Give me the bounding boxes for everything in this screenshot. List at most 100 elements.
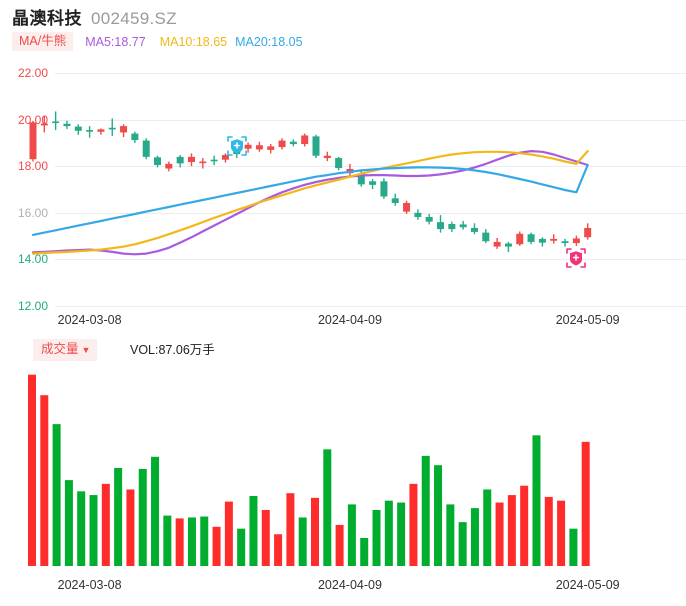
- candle-body: [154, 157, 162, 166]
- candle-body: [176, 156, 184, 164]
- volume-badge-label: 成交量: [41, 342, 79, 356]
- price-chart[interactable]: 22.00 20.00 18.00 16.00 14.00 12.00: [0, 58, 686, 313]
- volume-value-label: VOL:87.06万手: [130, 343, 215, 357]
- candle-body: [323, 155, 331, 159]
- candle-body: [380, 181, 388, 197]
- candle-body: [369, 181, 377, 185]
- volume-bar: [151, 456, 160, 566]
- bear-badge-marker[interactable]: [563, 245, 589, 271]
- candle-body: [504, 243, 512, 247]
- volume-bar: [101, 483, 110, 566]
- volume-bar: [520, 485, 529, 566]
- y-axis-label: 12.00: [18, 299, 49, 313]
- volume-chart[interactable]: [0, 366, 686, 566]
- ma-line-ma5: [31, 150, 589, 256]
- candle-body: [278, 140, 286, 148]
- volume-bar: [532, 435, 541, 566]
- x-axis-label: 2024-05-09: [555, 313, 620, 327]
- volume-bar: [77, 491, 86, 566]
- candle-body: [120, 126, 128, 133]
- price-x-axis: 2024-03-08 2024-04-09 2024-05-09: [0, 313, 686, 331]
- candle-body: [108, 127, 116, 130]
- volume-bar: [274, 534, 283, 566]
- volume-bar: [187, 517, 196, 566]
- volume-bar: [200, 516, 209, 566]
- bull-badge-marker[interactable]: [224, 133, 250, 159]
- stock-code: 002459.SZ: [91, 9, 177, 28]
- x-axis-label: 2024-04-09: [317, 313, 382, 327]
- volume-bar: [421, 455, 430, 566]
- candle-body: [550, 238, 558, 241]
- volume-bar: [175, 518, 184, 566]
- volume-bar: [409, 483, 418, 566]
- gridline: [55, 166, 686, 168]
- candle-body: [40, 123, 48, 126]
- candle-body: [29, 122, 37, 160]
- volume-bar: [163, 515, 172, 566]
- volume-bars-plot: [28, 374, 590, 566]
- candle-body: [221, 155, 229, 160]
- candle-body: [142, 140, 150, 157]
- candle-body: [301, 135, 309, 145]
- candle-body: [561, 241, 569, 244]
- volume-bar: [434, 465, 443, 566]
- volume-bar: [28, 374, 36, 566]
- volume-bar: [114, 468, 123, 566]
- volume-bar: [544, 496, 553, 566]
- volume-bar: [507, 495, 516, 566]
- volume-bar: [470, 508, 479, 566]
- volume-bar: [557, 500, 566, 566]
- candle-body: [63, 123, 71, 127]
- gridline: [55, 119, 686, 121]
- candle-body: [482, 232, 490, 242]
- volume-bar: [126, 489, 135, 566]
- volume-bar: [446, 504, 455, 566]
- candle-body: [391, 198, 399, 204]
- candle-body: [289, 141, 297, 145]
- volume-x-axis: 2024-03-08 2024-04-09 2024-05-09: [0, 578, 686, 596]
- candle-body: [312, 136, 320, 156]
- candle-body: [516, 233, 524, 245]
- candle-body: [86, 130, 94, 132]
- volume-bar: [237, 528, 246, 566]
- ma-legend: MA/牛熊 MA5:18.77 MA10:18.65 MA20:18.05: [12, 32, 303, 51]
- volume-bar: [458, 522, 467, 566]
- volume-bar: [249, 496, 258, 566]
- candle-body: [493, 241, 501, 247]
- candle-body: [425, 216, 433, 222]
- candle-body: [267, 146, 275, 150]
- candle-body: [165, 163, 173, 169]
- candle-body: [52, 121, 60, 124]
- volume-indicator-badge[interactable]: 成交量 ▼: [33, 339, 98, 361]
- volume-bar: [495, 502, 504, 566]
- candle-body: [538, 238, 546, 243]
- candle-body: [210, 159, 218, 162]
- volume-bar: [89, 495, 98, 566]
- candle-body: [255, 145, 263, 150]
- volume-bar: [40, 395, 49, 566]
- ma20-legend: MA20:18.05: [235, 34, 303, 49]
- ma10-legend: MA10:18.65: [159, 34, 228, 49]
- candle-body: [584, 227, 592, 238]
- gridline: [55, 73, 686, 74]
- y-axis-label: 20.00: [18, 112, 49, 127]
- volume-bar: [323, 449, 332, 566]
- candle-body: [470, 227, 478, 232]
- stock-name: 晶澳科技: [12, 9, 82, 28]
- gridline: [55, 259, 686, 261]
- gridline: [55, 212, 686, 214]
- volume-bar: [483, 489, 492, 566]
- volume-header: 成交量 ▼ VOL:87.06万手: [0, 338, 686, 362]
- volume-bar: [64, 480, 73, 566]
- gridline: [55, 306, 686, 307]
- candle-body: [74, 126, 82, 131]
- candle-body: [448, 223, 456, 230]
- ma-indicator-badge[interactable]: MA/牛熊: [12, 32, 74, 51]
- candle-body: [437, 222, 445, 230]
- candle-body: [357, 173, 365, 185]
- volume-bar: [581, 441, 590, 566]
- volume-bar: [52, 424, 61, 566]
- volume-bar: [286, 493, 295, 566]
- candle-body: [97, 129, 105, 132]
- ma-line-ma20: [31, 163, 589, 236]
